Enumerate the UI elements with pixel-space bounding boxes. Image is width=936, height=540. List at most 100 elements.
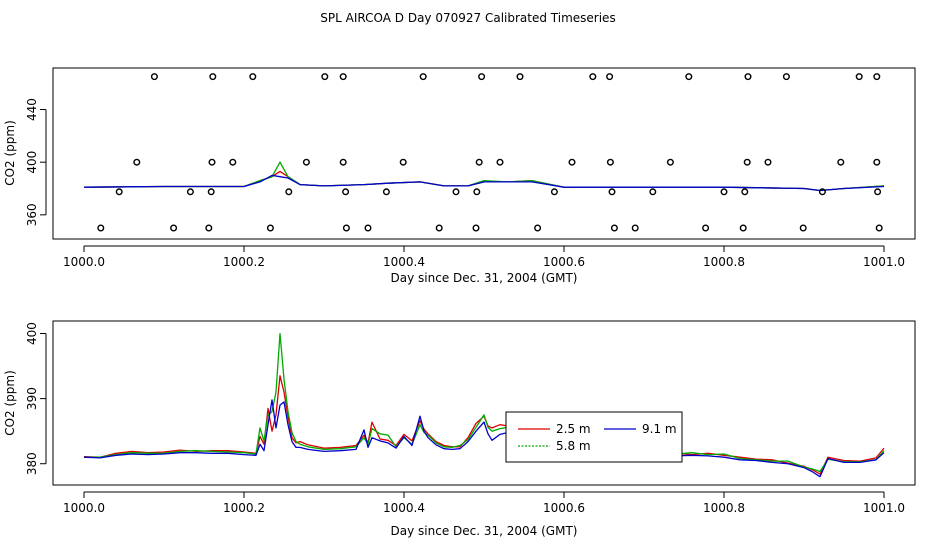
series-line-9.1m: [83, 399, 885, 478]
x-tick-label: 1000.2: [223, 255, 265, 269]
data-point: [339, 73, 347, 81]
data-point: [266, 224, 274, 232]
legend-label-5.8m: 5.8 m: [556, 439, 591, 453]
panel-bottom-lines: [83, 332, 885, 478]
x-tick-label: 1000.6: [543, 255, 585, 269]
x-tick-label: 1000.6: [543, 501, 585, 515]
panel-top-x-label: Day since Dec. 31, 2004 (GMT): [391, 271, 578, 285]
data-point: [133, 158, 141, 166]
data-point: [764, 158, 772, 166]
data-point: [550, 188, 558, 196]
panel-bottom-x-label: Day since Dec. 31, 2004 (GMT): [391, 524, 578, 538]
data-point: [249, 73, 257, 81]
data-point: [496, 158, 504, 166]
panel-top-frame: [52, 67, 916, 240]
data-point: [285, 188, 293, 196]
data-point: [321, 73, 329, 81]
data-point: [473, 188, 481, 196]
x-tick-label: 1000.2: [223, 501, 265, 515]
figure-title: SPL AIRCOA D Day 070927 Calibrated Times…: [320, 11, 615, 25]
data-point: [589, 73, 597, 81]
data-point: [186, 188, 194, 196]
data-point: [302, 158, 310, 166]
data-point: [631, 224, 639, 232]
panel-bottom-x-ticks: 1000.0 1000.2 1000.4 1000.6 1000.8 1001.0: [63, 491, 905, 515]
panel-top-points: [97, 73, 883, 232]
x-tick-label: 1000.8: [703, 255, 745, 269]
data-point: [855, 73, 863, 81]
data-point: [364, 224, 372, 232]
data-point: [649, 188, 657, 196]
panel-top-lines: [83, 161, 885, 192]
data-point: [208, 158, 216, 166]
data-point: [452, 188, 460, 196]
series-line-5.8m: [84, 332, 885, 473]
panel-bottom: 1000.0 1000.2 1000.4 1000.6 1000.8 1001.0 380…: [3, 320, 916, 538]
data-point: [115, 188, 123, 196]
series-line-9.1m: [83, 174, 885, 192]
panel-top-y-label: CO2 (ppm): [3, 120, 17, 186]
data-point: [209, 73, 217, 81]
data-point: [435, 224, 443, 232]
x-tick-label: 1000.8: [703, 501, 745, 515]
data-point: [170, 224, 178, 232]
data-point: [150, 73, 158, 81]
data-point: [382, 188, 390, 196]
legend: 2.5 m 9.1 m 5.8 m: [505, 411, 683, 463]
data-point: [875, 224, 883, 232]
data-point: [606, 73, 614, 81]
legend-box: [505, 411, 683, 463]
data-point: [702, 224, 710, 232]
y-tick-label: 440: [25, 98, 39, 121]
data-point: [568, 158, 576, 166]
data-point: [743, 158, 751, 166]
y-tick-label: 360: [25, 203, 39, 226]
data-point: [873, 73, 881, 81]
data-point: [342, 224, 350, 232]
y-tick-label: 400: [25, 322, 39, 345]
data-point: [739, 224, 747, 232]
legend-label-2.5m: 2.5 m: [556, 422, 591, 436]
x-tick-label: 1000.0: [63, 255, 105, 269]
data-point: [97, 224, 105, 232]
panel-top: 1000.0 1000.2 1000.4 1000.6 1000.8 1001.0 360…: [3, 67, 916, 285]
panel-top-x-ticks: 1000.0 1000.2 1000.4 1000.6 1000.8 1001.0: [63, 245, 905, 269]
data-point: [799, 224, 807, 232]
data-point: [419, 73, 427, 81]
x-tick-label: 1000.4: [383, 501, 425, 515]
data-point: [229, 158, 237, 166]
data-point: [744, 73, 752, 81]
data-point: [666, 158, 674, 166]
data-point: [818, 188, 826, 196]
x-tick-label: 1001.0: [863, 501, 905, 515]
data-point: [475, 158, 483, 166]
y-tick-label: 390: [25, 387, 39, 410]
data-point: [606, 158, 614, 166]
series-line-2.5m: [83, 375, 885, 475]
data-point: [478, 73, 486, 81]
panel-bottom-frame: [52, 320, 916, 486]
data-point: [685, 73, 693, 81]
y-tick-label: 380: [25, 452, 39, 475]
data-point: [782, 73, 790, 81]
data-point: [207, 188, 215, 196]
data-point: [874, 188, 882, 196]
data-point: [610, 224, 618, 232]
data-point: [534, 224, 542, 232]
data-point: [205, 224, 213, 232]
x-tick-label: 1000.0: [63, 501, 105, 515]
x-tick-label: 1001.0: [863, 255, 905, 269]
data-point: [873, 158, 881, 166]
data-point: [472, 224, 480, 232]
data-point: [339, 158, 347, 166]
data-point: [399, 158, 407, 166]
panel-bottom-y-label: CO2 (ppm): [3, 370, 17, 436]
data-point: [608, 188, 616, 196]
legend-label-9.1m: 9.1 m: [642, 422, 677, 436]
data-point: [342, 188, 350, 196]
panel-top-plot-area: [83, 73, 885, 232]
data-point: [516, 73, 524, 81]
panel-bottom-y-ticks: 380 390 400: [25, 322, 47, 475]
panel-top-y-ticks: 360 400 440: [25, 98, 47, 226]
